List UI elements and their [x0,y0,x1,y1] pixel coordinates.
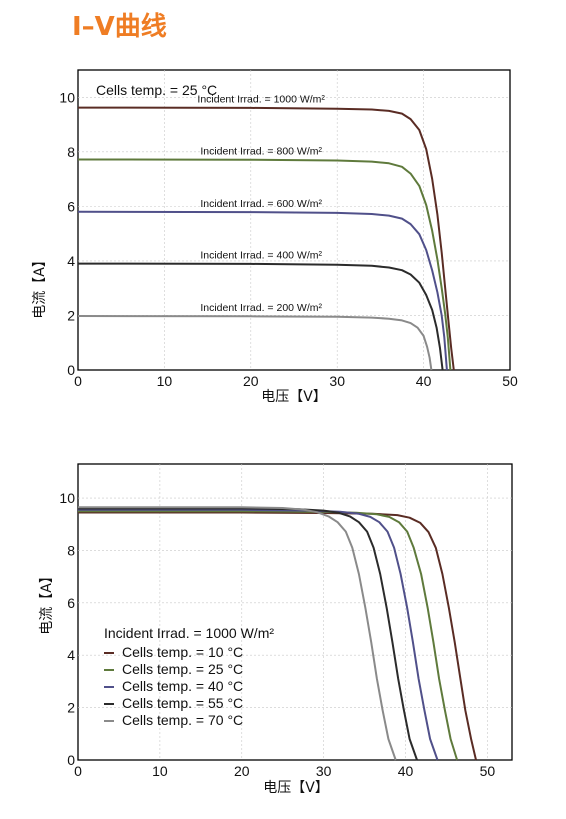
x-tick-label: 40 [416,373,432,389]
x-tick-label: 40 [398,763,414,779]
x-tick-labels: 0 10 20 30 40 50 [74,763,495,779]
annotation: Cells temp. = 25 °C [96,82,217,98]
series-label-2: Incident Irrad. = 800 W/m² [200,145,322,157]
legend-label-3: Cells temp. = 40 °C [122,678,243,694]
series-line-4 [78,507,418,761]
curves [77,106,455,371]
y-tick-label: 6 [67,595,75,611]
legend-label-4: Cells temp. = 55 °C [122,695,243,711]
x-tick-label: 30 [329,373,345,389]
series-label-3: Incident Irrad. = 600 W/m² [200,198,322,210]
x-tick-label: 30 [316,763,332,779]
x-axis-title: 电压【V】 [261,389,327,405]
legend-label-2: Cells temp. = 25 °C [122,661,243,677]
y-axis-title: 电流【A】 [39,569,55,635]
series-line-5 [78,506,397,761]
series-line-3 [77,210,448,371]
legend-label-1: Cells temp. = 10 °C [122,644,243,660]
y-tick-label: 8 [67,144,75,160]
series-label-1: Incident Irrad. = 1000 W/m² [197,94,325,106]
x-tick-label: 10 [152,763,168,779]
x-tick-label: 50 [480,763,496,779]
series-label-5: Incident Irrad. = 200 W/m² [200,302,322,314]
page-title: I–V曲线 [72,12,167,42]
x-tick-label: 0 [74,763,82,779]
y-tick-label: 0 [67,362,75,378]
series-line-4 [77,262,444,371]
y-tick-label: 4 [67,253,75,269]
series-line-2 [77,158,452,371]
x-tick-label: 20 [243,373,259,389]
chart-irradiance: 0 10 20 30 40 50 0 2 4 6 8 10 Incident Irrad. = 10… [32,69,518,405]
curves [78,506,477,761]
x-axis-title: 电压【V】 [263,780,329,796]
legend-label-5: Cells temp. = 70 °C [122,712,243,728]
y-tick-label: 10 [59,89,75,105]
x-tick-labels: 0 10 20 30 40 50 [74,373,518,389]
series-labels: Incident Irrad. = 1000 W/m² Incident Irra… [197,94,325,314]
x-tick-label: 0 [74,373,82,389]
y-tick-labels: 0 2 4 6 8 10 [59,490,75,768]
series-line-1 [77,106,455,371]
annotation: Incident Irrad. = 1000 W/m² [104,625,274,641]
y-tick-label: 6 [67,198,75,214]
y-tick-label: 4 [67,647,75,663]
x-tick-label: 20 [234,763,250,779]
x-tick-label: 10 [157,373,173,389]
y-tick-label: 0 [67,752,75,768]
y-tick-label: 8 [67,542,75,558]
y-tick-label: 2 [67,307,75,323]
y-tick-label: 10 [59,490,75,506]
series-label-4: Incident Irrad. = 400 W/m² [200,250,322,262]
x-tick-label: 50 [502,373,518,389]
plot-area [77,69,511,371]
y-tick-labels: 0 2 4 6 8 10 [59,89,75,378]
y-axis-title: 电流【A】 [32,253,48,319]
y-tick-label: 2 [67,700,75,716]
series-line-5 [77,315,433,371]
